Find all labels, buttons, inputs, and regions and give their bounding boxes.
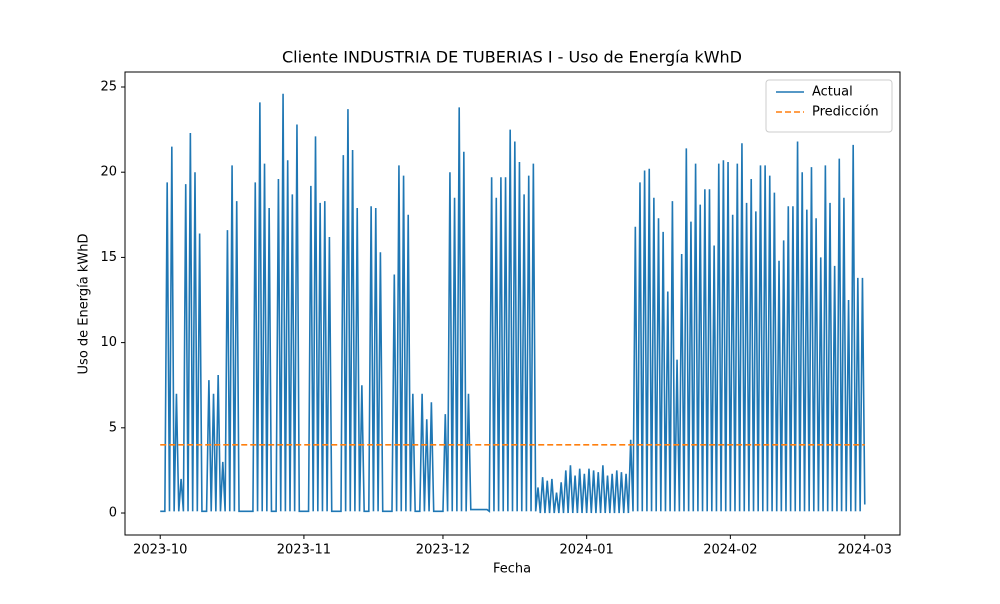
chart-title: Cliente INDUSTRIA DE TUBERIAS I - Uso de… bbox=[282, 48, 742, 67]
legend-label: Predicción bbox=[812, 105, 879, 120]
y-tick-label: 5 bbox=[109, 420, 117, 435]
y-tick-label: 10 bbox=[100, 335, 117, 350]
y-tick-label: 0 bbox=[109, 506, 117, 521]
legend-box bbox=[765, 79, 893, 133]
x-tick-label: 2023-10 bbox=[133, 543, 187, 558]
x-tick-label: 2023-12 bbox=[416, 543, 470, 558]
legend-label: Actual bbox=[812, 85, 853, 100]
y-tick-label: 15 bbox=[100, 250, 117, 265]
x-tick-label: 2024-01 bbox=[559, 543, 613, 558]
x-tick-label: 2024-02 bbox=[703, 543, 757, 558]
y-tick-label: 20 bbox=[100, 165, 117, 180]
x-axis-label: Fecha bbox=[493, 562, 531, 577]
series-line bbox=[160, 93, 866, 514]
plot-frame bbox=[124, 71, 901, 536]
x-tick-label: 2024-03 bbox=[838, 543, 892, 558]
x-tick-label: 2023-11 bbox=[277, 543, 331, 558]
y-axis-label: Uso de Energía kWhD bbox=[77, 234, 92, 375]
y-tick-label: 25 bbox=[100, 79, 117, 94]
